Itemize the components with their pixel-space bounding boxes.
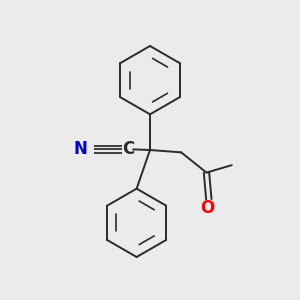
Text: N: N — [74, 140, 88, 158]
Text: O: O — [200, 199, 214, 217]
Text: C: C — [122, 140, 135, 158]
